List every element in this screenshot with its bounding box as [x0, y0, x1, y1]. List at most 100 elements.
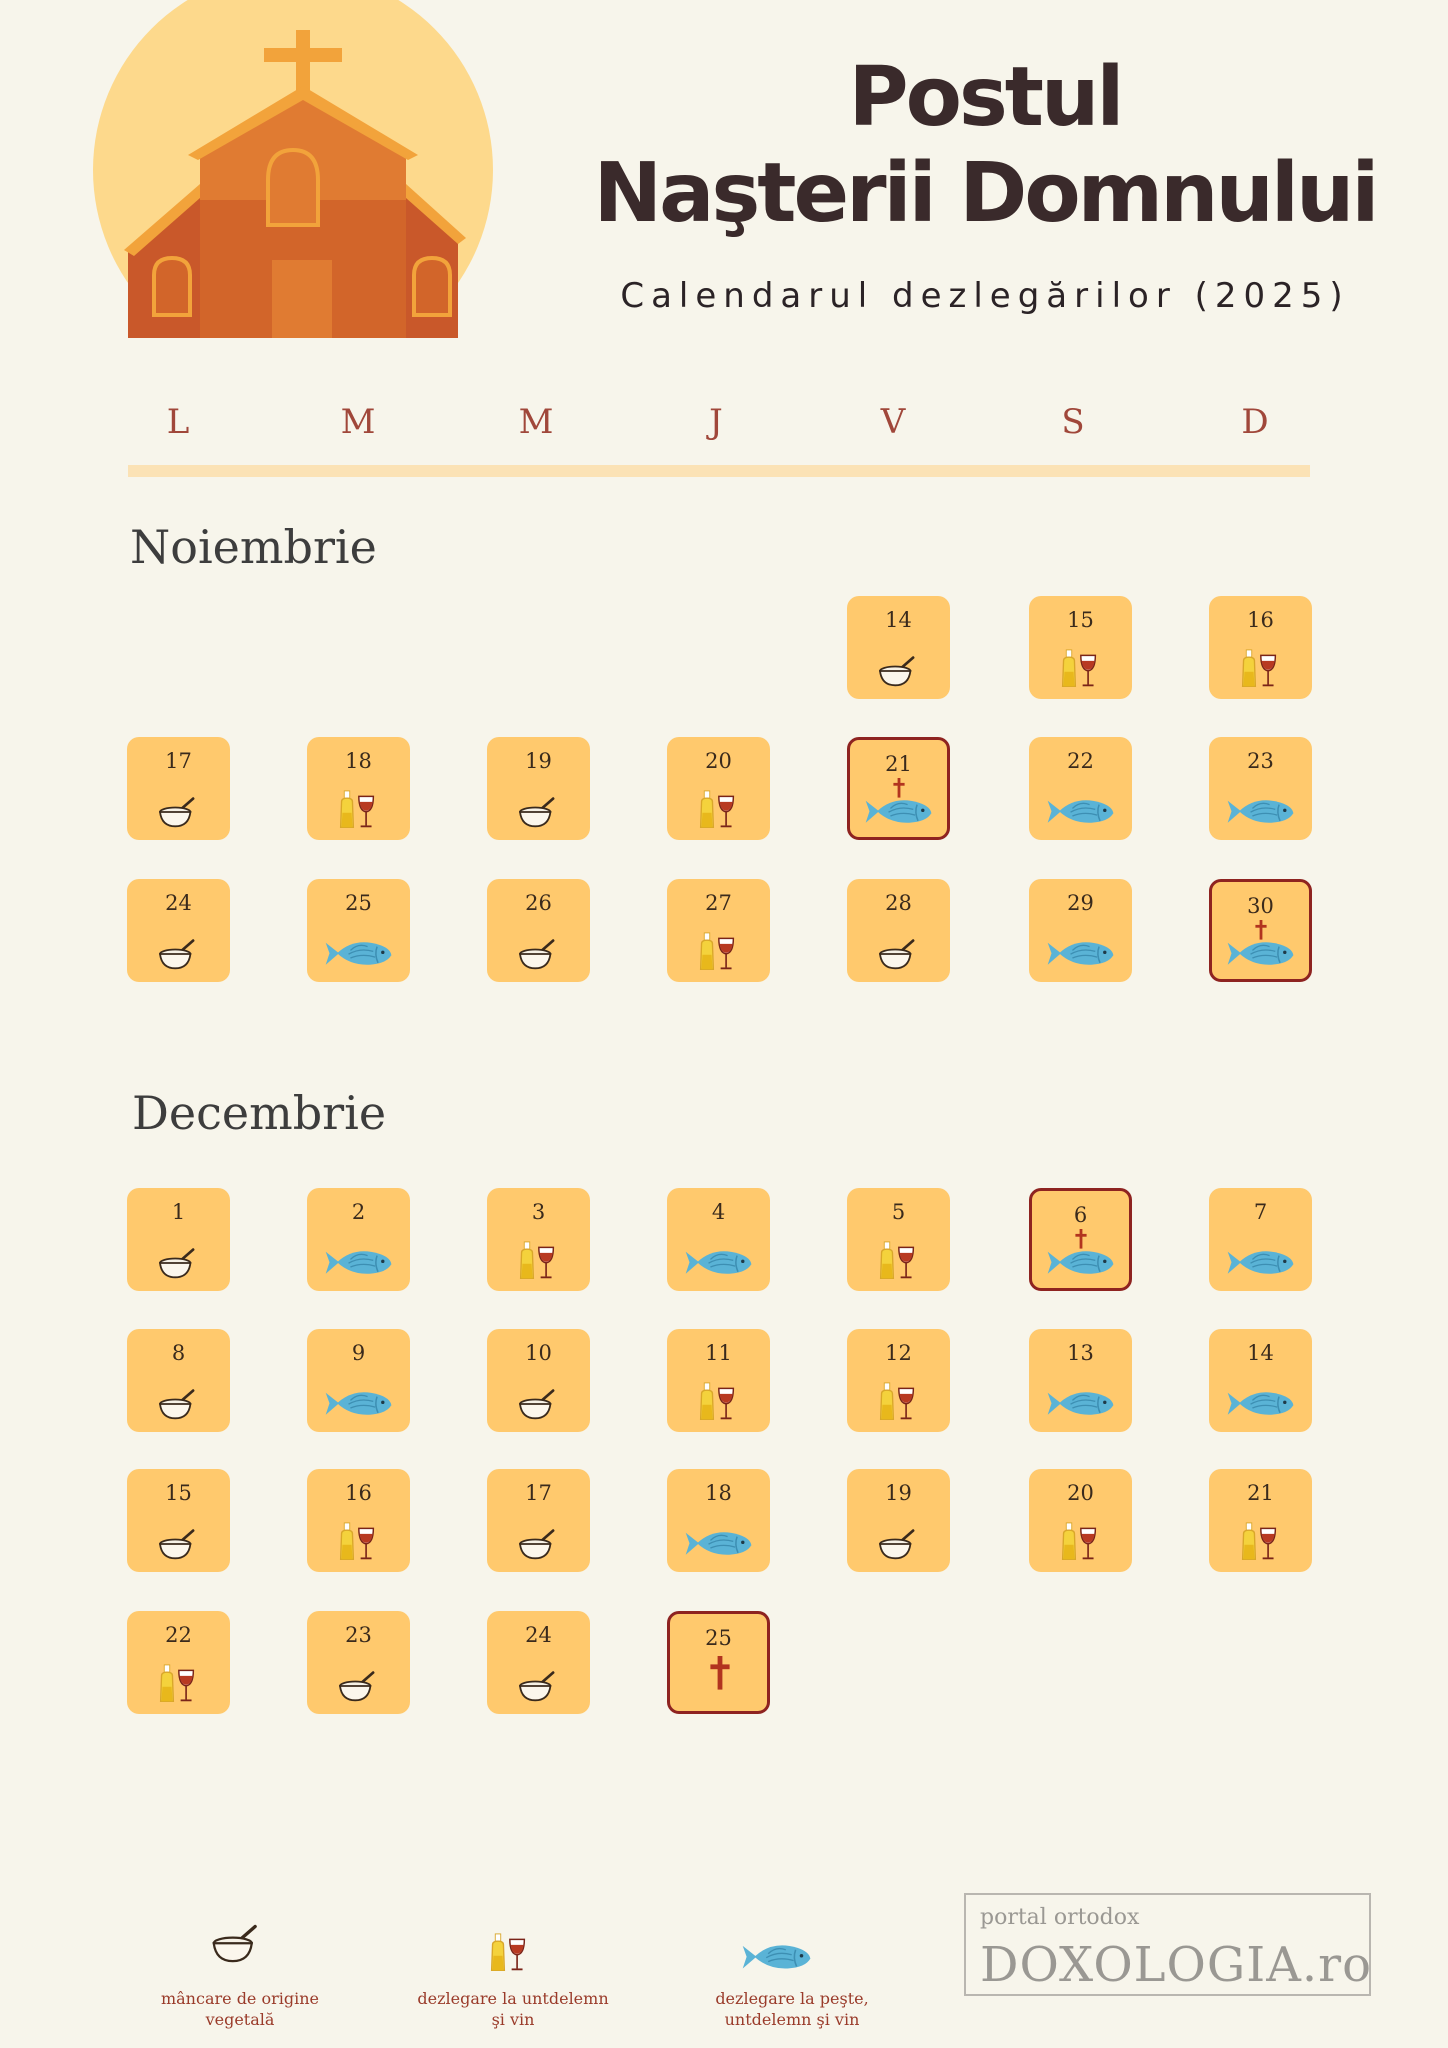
bowl-icon	[158, 1248, 195, 1279]
day-number: 19	[885, 1481, 912, 1505]
fish-icon	[685, 1532, 752, 1555]
day-cell: 27	[667, 879, 770, 982]
oil-wine-icon	[879, 1241, 915, 1279]
fish-icon	[1047, 1251, 1114, 1274]
weekday-divider	[128, 465, 1310, 477]
weekday-thu: J	[709, 402, 723, 442]
day-number: 8	[171, 1341, 186, 1365]
day-cell: 25	[667, 1611, 770, 1714]
oil-wine-icon	[1241, 649, 1277, 687]
bowl-icon	[158, 797, 195, 828]
day-cell: 18	[667, 1469, 770, 1572]
day-cell: 23	[1209, 737, 1312, 840]
legend-label-fish: dezlegare la peşte, untdelemn şi vin	[715, 1989, 869, 2029]
legend-fish-icon	[742, 1942, 812, 1975]
day-cell: 22	[127, 1611, 230, 1714]
fish-icon	[325, 1392, 392, 1415]
bowl-icon	[158, 939, 195, 970]
day-cell: 22	[1029, 737, 1132, 840]
day-number: 7	[1253, 1200, 1268, 1224]
day-number: 26	[525, 891, 552, 915]
weekday-sat: S	[1061, 402, 1085, 442]
day-cell: 14	[1209, 1329, 1312, 1432]
oil-wine-icon	[1061, 649, 1097, 687]
day-cell: 10	[487, 1329, 590, 1432]
day-number: 3	[531, 1200, 546, 1224]
legend-bowl-icon	[210, 1922, 260, 1969]
day-cell: 15	[1029, 596, 1132, 699]
weekday-fri: V	[880, 402, 906, 442]
cross-icon	[1255, 920, 1267, 940]
bowl-icon	[878, 939, 915, 970]
day-cell: 21	[1209, 1469, 1312, 1572]
page-subtitle: Calendarul dezlegărilor (2025)	[620, 276, 1350, 316]
oil-wine-icon	[159, 1664, 195, 1702]
day-number: 19	[525, 749, 552, 773]
day-cell: 24	[487, 1611, 590, 1714]
day-number: 22	[165, 1623, 192, 1647]
day-number: 17	[525, 1481, 552, 1505]
day-cell: 5	[847, 1188, 950, 1291]
day-number: 13	[1067, 1341, 1094, 1365]
fish-icon	[325, 1251, 392, 1274]
day-cell: 28	[847, 879, 950, 982]
legend-label-oil-wine: dezlegare la untdelemn şi vin	[417, 1989, 609, 2029]
weekday-sun: D	[1241, 402, 1269, 442]
page-title: Postul Naşterii Domnului	[560, 50, 1410, 242]
brand-tagline: portal ortodox	[980, 1905, 1140, 1930]
day-cell: 23	[307, 1611, 410, 1714]
day-cell: 11	[667, 1329, 770, 1432]
bowl-icon	[518, 1389, 555, 1420]
day-number: 1	[171, 1200, 186, 1224]
day-number: 20	[1067, 1481, 1094, 1505]
day-number: 11	[705, 1341, 732, 1365]
bowl-icon	[518, 1671, 555, 1702]
title-line-1: Postul	[848, 50, 1125, 145]
day-number: 15	[165, 1481, 192, 1505]
oil-wine-icon	[699, 790, 735, 828]
day-cell: 19	[847, 1469, 950, 1572]
day-number: 14	[885, 608, 912, 632]
day-number: 25	[345, 891, 372, 915]
weekday-mon: L	[166, 402, 190, 442]
day-cell: 1	[127, 1188, 230, 1291]
day-cell: 20	[1029, 1469, 1132, 1572]
weekday-tue: M	[340, 402, 376, 442]
church-illustration	[88, 0, 508, 350]
day-cell: 17	[487, 1469, 590, 1572]
oil-wine-icon	[1241, 1522, 1277, 1560]
fish-icon	[865, 800, 932, 823]
day-cell: 26	[487, 879, 590, 982]
legend-oil-wine-icon	[488, 1932, 528, 1978]
fish-icon	[1227, 1392, 1294, 1415]
bowl-icon	[212, 1924, 257, 1963]
day-cell: 16	[1209, 596, 1312, 699]
day-cell: 21	[847, 737, 950, 840]
day-number: 5	[891, 1200, 906, 1224]
bowl-icon	[518, 797, 555, 828]
day-number: 18	[345, 749, 372, 773]
day-cell: 8	[127, 1329, 230, 1432]
fish-icon	[1047, 942, 1114, 965]
day-cell: 4	[667, 1188, 770, 1291]
oil-wine-icon	[339, 1522, 375, 1560]
cross-icon	[893, 778, 905, 798]
oil-wine-icon	[519, 1241, 555, 1279]
day-number: 30	[1247, 894, 1274, 918]
fish-icon	[1227, 942, 1294, 965]
weekday-wed: M	[518, 402, 554, 442]
day-cell: 13	[1029, 1329, 1132, 1432]
month-title-november: Noiembrie	[130, 520, 377, 574]
day-number: 4	[711, 1200, 726, 1224]
day-number: 9	[351, 1341, 366, 1365]
brand-name: DOXOLOGIA.ro	[980, 1937, 1372, 1993]
day-number: 16	[1247, 608, 1274, 632]
oil-wine-icon	[879, 1382, 915, 1420]
fish-icon	[1227, 800, 1294, 823]
doxologia-logo[interactable]: portal ortodox DOXOLOGIA.ro	[964, 1893, 1371, 1996]
day-cell: 20	[667, 737, 770, 840]
day-number: 24	[525, 1623, 552, 1647]
day-number: 15	[1067, 608, 1094, 632]
fish-icon	[1227, 1251, 1294, 1274]
fish-icon	[1047, 1392, 1114, 1415]
